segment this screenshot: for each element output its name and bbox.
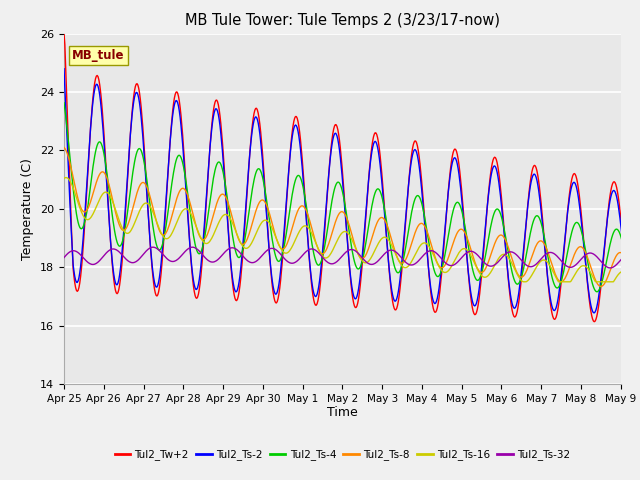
Title: MB Tule Tower: Tule Temps 2 (3/23/17-now): MB Tule Tower: Tule Temps 2 (3/23/17-now… bbox=[185, 13, 500, 28]
Y-axis label: Temperature (C): Temperature (C) bbox=[22, 158, 35, 260]
Text: MB_tule: MB_tule bbox=[72, 49, 125, 62]
X-axis label: Time: Time bbox=[327, 407, 358, 420]
Legend: Tul2_Tw+2, Tul2_Ts-2, Tul2_Ts-4, Tul2_Ts-8, Tul2_Ts-16, Tul2_Ts-32: Tul2_Tw+2, Tul2_Ts-2, Tul2_Ts-4, Tul2_Ts… bbox=[111, 445, 574, 465]
